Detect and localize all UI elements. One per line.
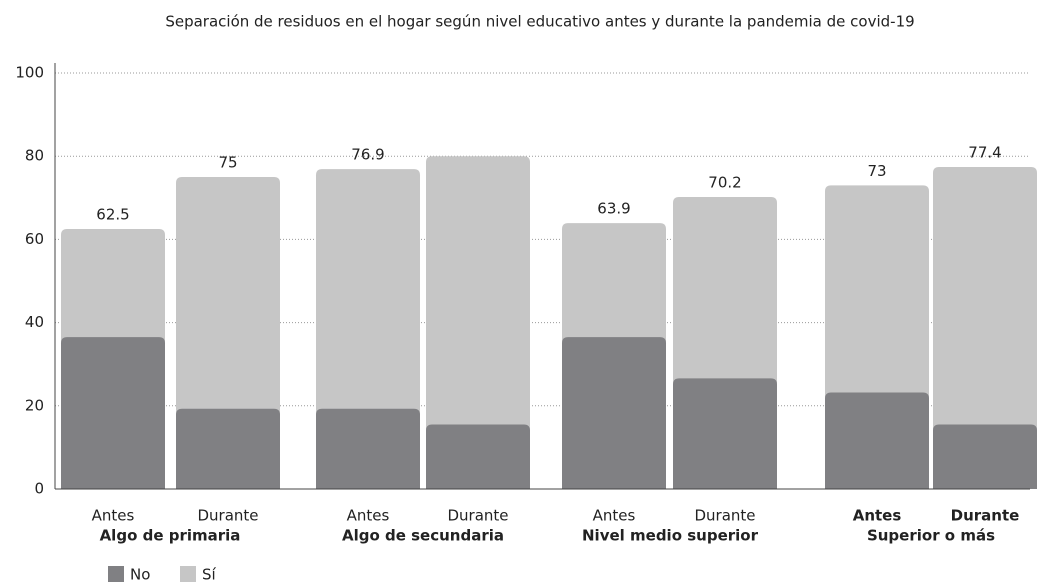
y-tick-label: 0 (34, 480, 44, 498)
value-label: 75 (218, 154, 237, 172)
value-label: 73 (867, 162, 886, 180)
bar (176, 408, 280, 489)
bar (426, 424, 530, 489)
bar (61, 337, 165, 489)
bar (933, 167, 1037, 490)
group-label: Nivel medio superior (582, 527, 759, 545)
group-label: Algo de secundaria (342, 527, 504, 545)
chart-title: Separación de residuos en el hogar según… (165, 13, 914, 31)
x-tick-label: Antes (593, 507, 636, 525)
x-tick-label: Durante (197, 507, 258, 525)
bar (673, 378, 777, 489)
legend-swatch (108, 566, 124, 582)
y-tick-label: 80 (25, 147, 44, 165)
x-tick-label: Antes (92, 507, 135, 525)
value-label: 76.9 (351, 146, 384, 164)
y-tick-label: 100 (15, 64, 44, 82)
y-tick-label: 20 (25, 396, 44, 414)
bar (825, 392, 929, 489)
bar (562, 337, 666, 489)
legend-swatch (180, 566, 196, 582)
group-label: Superior o más (867, 527, 995, 545)
bar (933, 424, 1037, 489)
x-tick-label: Durante (447, 507, 508, 525)
value-label: 63.9 (597, 200, 630, 218)
bar (426, 156, 530, 489)
value-label: 77.4 (968, 144, 1001, 162)
x-tick-label: Antes (347, 507, 390, 525)
value-label: 70.2 (708, 173, 741, 191)
x-tick-label: Durante (951, 507, 1020, 525)
legend-label: Sí (202, 566, 217, 584)
value-label: 62.5 (96, 206, 129, 224)
group-label: Algo de primaria (100, 527, 241, 545)
y-tick-label: 60 (25, 230, 44, 248)
x-tick-label: Durante (694, 507, 755, 525)
x-tick-label: Antes (853, 507, 902, 525)
bar (316, 408, 420, 489)
legend-label: No (130, 566, 150, 584)
y-tick-label: 40 (25, 313, 44, 331)
